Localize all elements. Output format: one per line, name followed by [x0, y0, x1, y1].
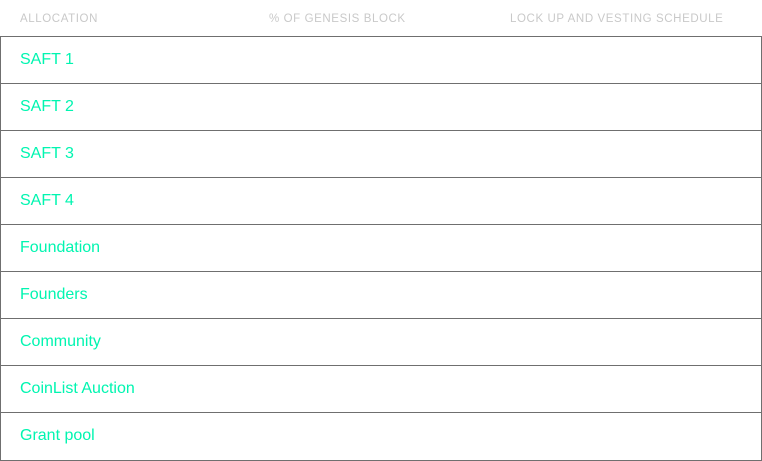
allocation-name: SAFT 2 [20, 98, 74, 115]
table-body: SAFT 1 SAFT 2 SAFT 3 SAFT 4 Foundation F… [0, 37, 762, 461]
table-row: SAFT 4 [1, 178, 761, 225]
allocation-name: SAFT 3 [20, 145, 74, 162]
header-lockup-vesting: LOCK UP AND VESTING SCHEDULE [510, 13, 724, 25]
allocation-name: SAFT 4 [20, 192, 74, 209]
header-allocation: ALLOCATION [20, 13, 98, 25]
allocation-name: Founders [20, 286, 88, 303]
table-row: Community [1, 319, 761, 366]
allocation-name: Community [20, 333, 101, 350]
table-row: SAFT 2 [1, 84, 761, 131]
header-percent-genesis: % OF GENESIS BLOCK [269, 13, 406, 25]
allocation-name: Foundation [20, 239, 101, 256]
allocation-name: SAFT 1 [20, 51, 74, 68]
table-row: Foundation [1, 225, 761, 272]
allocation-name: Grant pool [20, 427, 95, 444]
table-row: SAFT 3 [1, 131, 761, 178]
allocation-name: CoinList Auction [20, 380, 135, 397]
table-row: Founders [1, 272, 761, 319]
table-header: ALLOCATION % OF GENESIS BLOCK LOCK UP AN… [0, 0, 762, 37]
table-row: Grant pool [1, 413, 761, 461]
table-row: SAFT 1 [1, 37, 761, 84]
table-row: CoinList Auction [1, 366, 761, 413]
